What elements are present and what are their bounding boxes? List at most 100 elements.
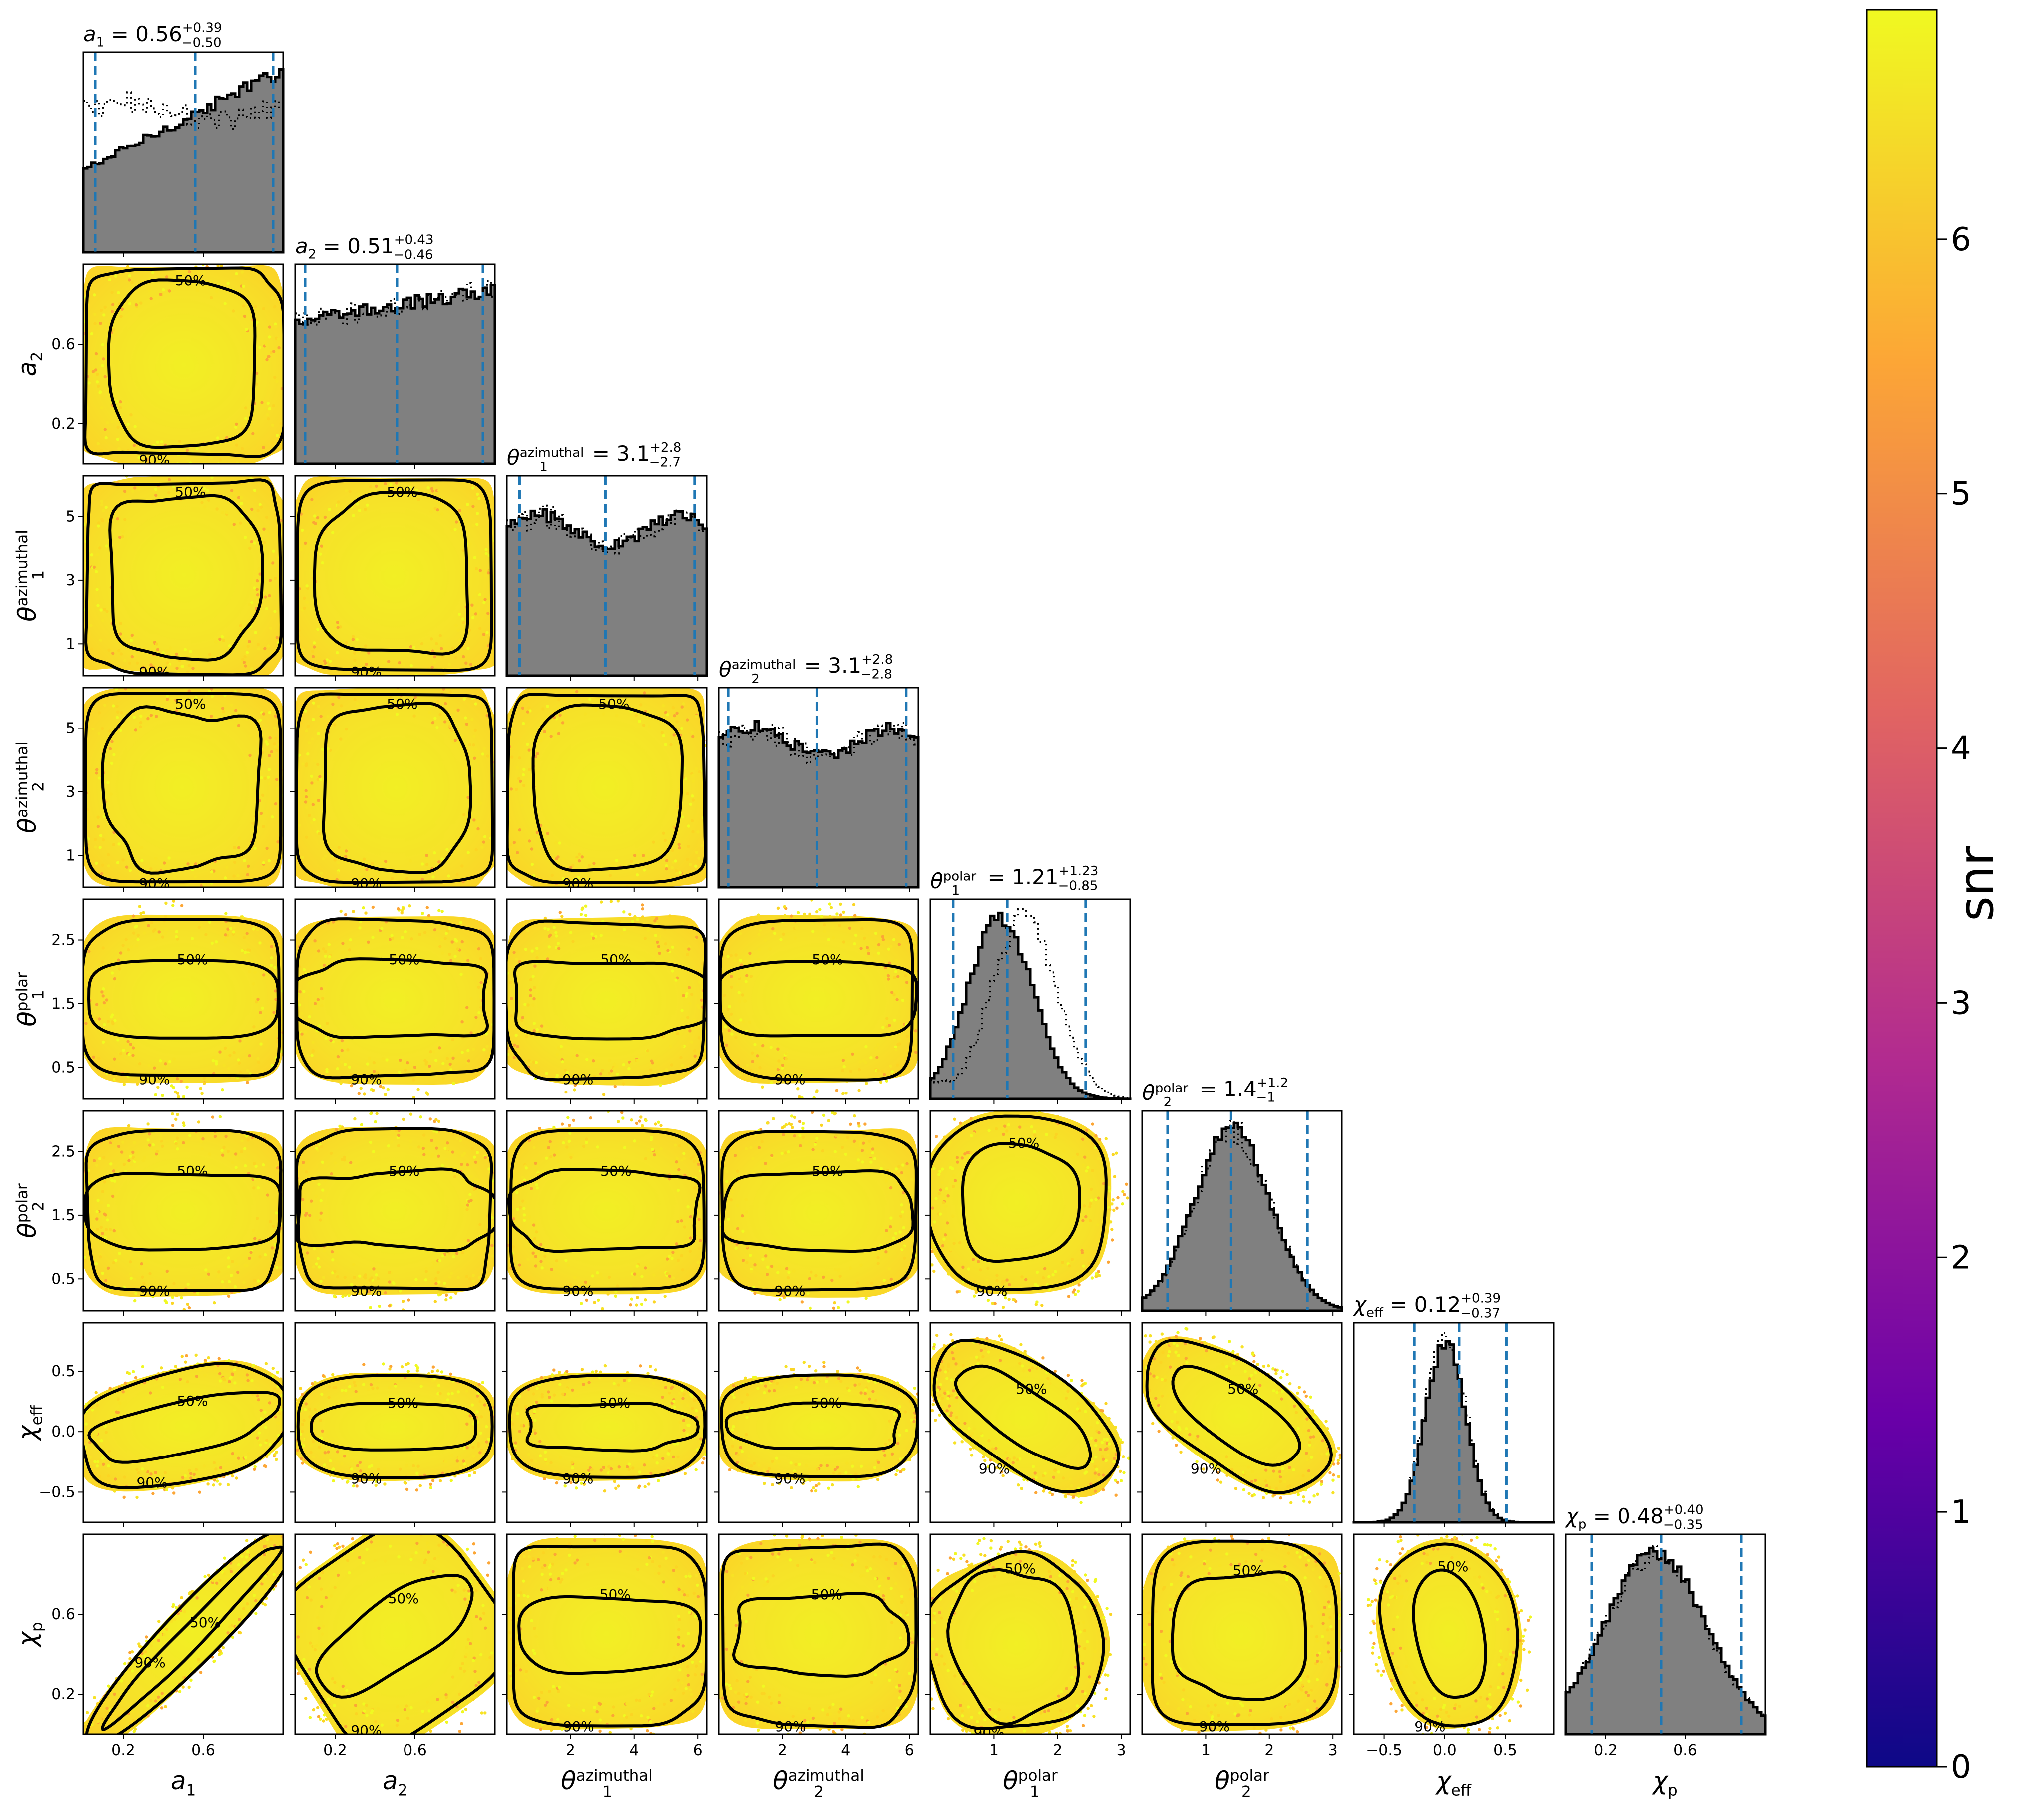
scatter-point [155, 715, 158, 718]
scatter-point [522, 767, 526, 771]
scatter-point [75, 1402, 78, 1405]
scatter-point [286, 529, 289, 532]
scatter-point [475, 523, 479, 526]
scatter-point [331, 631, 335, 634]
scatter-point [244, 664, 247, 668]
scatter-point [509, 981, 512, 984]
scatter-point [622, 910, 626, 914]
scatter-point [430, 466, 433, 469]
scatter-point [485, 1440, 488, 1444]
scatter-point [95, 1262, 98, 1266]
scatter-point [288, 1407, 291, 1410]
scatter-point [208, 1152, 212, 1156]
scatter-point [559, 1045, 563, 1048]
scatter-point [709, 1212, 712, 1215]
scatter-point [710, 1004, 713, 1007]
scatter-point [185, 448, 189, 452]
scatter-point [428, 711, 431, 715]
scatter-point [852, 903, 856, 907]
scatter-point [697, 856, 701, 860]
scatter-point [495, 1011, 498, 1014]
scatter-point [245, 328, 248, 331]
contour-50 [961, 1142, 1081, 1263]
scatter-point [266, 413, 269, 416]
scatter-point [671, 1250, 675, 1254]
scatter-point [689, 1236, 692, 1240]
scatter-point [739, 1018, 743, 1022]
scatter-point [453, 528, 457, 531]
scatter-point [715, 1223, 718, 1226]
scatter-point [244, 1164, 247, 1168]
scatter-point [154, 493, 158, 497]
scatter-point [340, 1060, 343, 1064]
scatter-point [284, 1378, 287, 1381]
scatter-point [903, 1256, 906, 1260]
scatter-point [101, 1456, 104, 1460]
scatter-point [691, 774, 695, 777]
scatter-point [683, 1409, 686, 1413]
scatter-point [263, 1464, 266, 1468]
scatter-point [862, 1059, 865, 1062]
scatter-point [151, 665, 155, 669]
scatter-point [1003, 1124, 1007, 1128]
scatter-point [444, 1460, 447, 1463]
scatter-point [1003, 1280, 1007, 1283]
scatter-point [107, 1067, 110, 1070]
scatter-point [171, 1124, 175, 1127]
scatter-point [479, 981, 483, 984]
scatter-point [793, 1134, 796, 1138]
scatter-point [211, 1115, 215, 1119]
scatter-panel-theta1_az-vs-a2: 50%90% [294, 466, 496, 677]
panel-scatter: 50%90% [719, 1323, 918, 1522]
scatter-point [727, 1029, 731, 1033]
scatter-point [312, 718, 315, 721]
scatter-point [711, 1439, 714, 1442]
scatter-point [677, 842, 681, 846]
scatter-point [862, 1141, 865, 1145]
scatter-point [478, 1451, 482, 1455]
scatter-point [447, 663, 451, 666]
scatter-point [327, 943, 331, 946]
scatter-point [90, 647, 94, 651]
scatter-point [1004, 1296, 1007, 1300]
scatter-point [473, 747, 477, 751]
scatter-point [159, 1137, 162, 1141]
scatter-point [635, 894, 638, 897]
scatter-point [696, 830, 700, 834]
scatter-point [415, 1471, 419, 1475]
scatter-point [688, 1002, 692, 1006]
scatter-point [484, 574, 488, 578]
scatter-point [254, 1035, 258, 1039]
scatter-point [271, 1374, 275, 1378]
scatter-point [512, 951, 516, 954]
scatter-point [460, 1163, 463, 1166]
scatter-point [853, 1383, 857, 1387]
scatter-point [477, 985, 480, 989]
scatter-point [686, 1404, 689, 1407]
scatter-point [141, 1365, 145, 1369]
scatter-point [317, 1182, 321, 1186]
scatter-point [127, 1124, 131, 1128]
scatter-point [892, 1236, 895, 1240]
scatter-point [533, 986, 536, 989]
scatter-point [445, 848, 449, 852]
scatter-point [475, 492, 479, 496]
scatter-point [289, 1222, 292, 1225]
point-cloud [295, 688, 495, 887]
scatter-point [372, 1150, 375, 1153]
contour-50 [513, 960, 707, 1041]
scatter-point [316, 778, 320, 781]
scatter-point [497, 960, 500, 963]
scatter-point [881, 938, 885, 942]
scatter-point [285, 1416, 288, 1419]
scatter-point [700, 844, 704, 848]
scatter-point [440, 857, 444, 861]
scatter-point [501, 1434, 504, 1437]
scatter-point [384, 482, 387, 486]
scatter-point [811, 1148, 815, 1151]
scatter-point [220, 264, 223, 268]
scatter-point [99, 834, 103, 837]
scatter-point [230, 703, 233, 707]
scatter-point [670, 1063, 674, 1067]
scatter-point [208, 681, 211, 684]
